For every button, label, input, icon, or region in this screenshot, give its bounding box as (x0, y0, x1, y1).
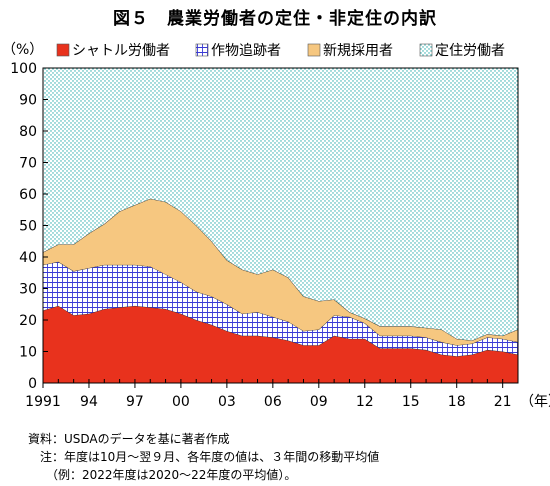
note-example: （例：2022年度は2020～22年度の平均値）。 (28, 468, 297, 482)
x-tick-label: 00 (172, 394, 190, 410)
y-axis-unit-label: （%） (2, 42, 43, 58)
legend-swatch (56, 43, 70, 57)
x-tick-label: 03 (218, 394, 236, 410)
legend-label: 新規採用者 (323, 43, 393, 59)
legend-swatch (419, 43, 433, 57)
y-tick-label: 70 (19, 156, 37, 172)
x-tick-label: 12 (356, 394, 374, 410)
y-tick-label: 0 (28, 376, 37, 392)
note-definition: 注：年度は10月～翌９月、各年度の値は、３年間の移動平均値 (28, 450, 380, 464)
x-tick-label: 15 (402, 394, 420, 410)
y-tick-label: 90 (19, 93, 37, 109)
area-series-0 (43, 305, 518, 383)
y-tick-label: 30 (19, 282, 37, 298)
x-tick-label: 94 (80, 394, 98, 410)
area-series-3 (43, 68, 518, 341)
area-series-1 (43, 261, 518, 357)
legend-swatch (307, 43, 321, 57)
x-tick-label: 18 (448, 394, 466, 410)
y-tick-label: 40 (19, 250, 37, 266)
area-series-2 (43, 198, 518, 346)
legend: シャトル労働者 作物追跡者 新規採用者 定住労働者 (56, 43, 505, 59)
y-tick-label: 100 (10, 61, 37, 77)
y-tick-label: 60 (19, 187, 37, 203)
x-tick-label: 09 (310, 394, 328, 410)
legend-label: 定住労働者 (435, 43, 505, 59)
legend-label: 作物追跡者 (211, 43, 281, 59)
y-tick-label: 50 (19, 219, 37, 235)
axes: 0 10 20 30 40 50 60 70 80 90 100 1991 94 97 00 03 06 09 12… (2, 42, 550, 410)
y-tick-label: 10 (19, 345, 37, 361)
x-tick-label: 1991 (25, 394, 61, 410)
chart-title: 図５ 農業労働者の定住・非定住の内訳 (113, 9, 437, 29)
x-tick-label: 97 (126, 394, 144, 410)
legend-swatch (195, 43, 209, 57)
chart-notes: 資料：USDAのデータを基に著者作成 注：年度は10月～翌９月、各年度の値は、３… (28, 430, 379, 484)
x-axis-unit-label: （年） (520, 394, 550, 410)
legend-label: シャトル労働者 (72, 43, 170, 59)
x-tick-label: 06 (264, 394, 282, 410)
y-tick-label: 20 (19, 313, 37, 329)
x-tick-label: 21 (494, 394, 512, 410)
note-source: 資料：USDAのデータを基に著者作成 (28, 432, 230, 446)
y-tick-label: 80 (19, 124, 37, 140)
area-layers (42, 68, 519, 383)
